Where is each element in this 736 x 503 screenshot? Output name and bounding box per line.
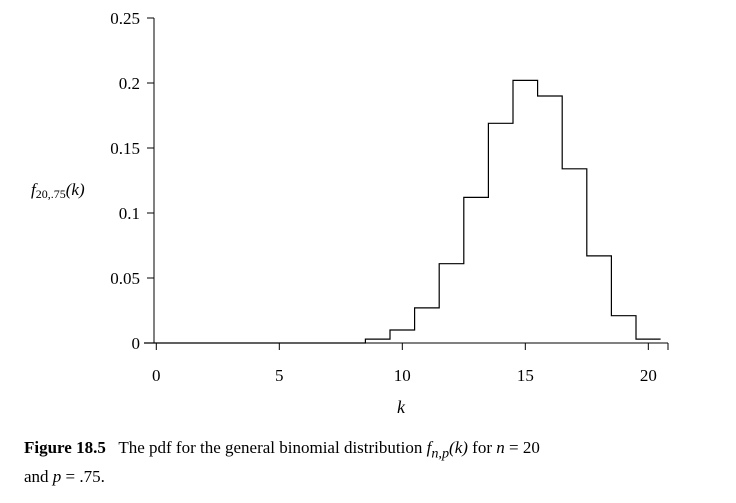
figure-number: Figure 18.5: [24, 438, 106, 457]
x-axis-ticks: 0 5 10 15 20: [152, 343, 669, 385]
caption-text-3: and: [24, 467, 49, 487]
caption-text-1: The pdf for the general binomial distrib…: [118, 438, 423, 457]
y-axis-label-arg: (k): [66, 180, 85, 199]
caption-formula-sub: n,p: [431, 445, 450, 462]
caption-p-value: = .75.: [65, 467, 105, 487]
caption-text-2: for: [472, 438, 492, 457]
x-tick-label: 10: [394, 366, 411, 385]
y-axis-label: f20,.75(k): [31, 180, 85, 201]
caption-formula-arg: (k): [449, 438, 468, 457]
x-tick-label: 20: [640, 366, 657, 385]
y-tick-label: 0.2: [119, 74, 140, 93]
caption-n-value: = 20: [509, 438, 540, 457]
y-tick-label: 0: [132, 334, 141, 353]
chart: 0 0.05 0.1 0.15 0.2 0.25 0 5 10 15 20 k f20,.75(k…: [31, 9, 669, 417]
y-axis-ticks: 0 0.05 0.1 0.15 0.2 0.25: [110, 9, 154, 353]
y-axis-label-sub: 20,.75: [36, 187, 66, 201]
x-tick-label: 5: [275, 366, 284, 385]
y-tick-label: 0.1: [119, 204, 140, 223]
y-axis-label-main: f: [31, 180, 38, 199]
caption-n: n: [496, 438, 505, 457]
y-tick-label: 0.25: [110, 9, 140, 28]
y-tick-label: 0.05: [110, 269, 140, 288]
x-tick-label: 15: [517, 366, 534, 385]
caption-p: p: [52, 467, 62, 487]
x-axis-label: k: [397, 397, 406, 417]
histogram-step-outline: [144, 79, 661, 344]
figure-caption: Figure 18.5 The pdf for the general bino…: [24, 436, 714, 488]
y-tick-label: 0.15: [110, 139, 140, 158]
x-tick-label: 0: [152, 366, 161, 385]
caption-formula: f: [426, 438, 432, 457]
